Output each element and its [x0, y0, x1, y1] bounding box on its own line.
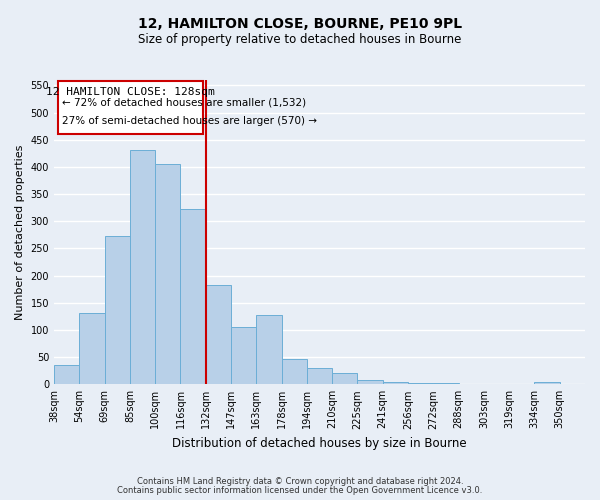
Bar [535, 382, 560, 384]
Y-axis label: Number of detached properties: Number of detached properties [15, 144, 25, 320]
Bar [332, 374, 358, 384]
Bar [256, 315, 281, 384]
Text: 27% of semi-detached houses are larger (570) →: 27% of semi-detached houses are larger (… [62, 116, 317, 126]
Text: Contains HM Land Registry data © Crown copyright and database right 2024.: Contains HM Land Registry data © Crown c… [137, 477, 463, 486]
Bar [206, 285, 231, 384]
Text: ← 72% of detached houses are smaller (1,532): ← 72% of detached houses are smaller (1,… [62, 98, 306, 108]
Bar [383, 382, 408, 384]
Bar [408, 382, 433, 384]
Text: 12 HAMILTON CLOSE: 128sqm: 12 HAMILTON CLOSE: 128sqm [46, 86, 215, 97]
Bar [181, 209, 206, 384]
Text: Contains public sector information licensed under the Open Government Licence v3: Contains public sector information licen… [118, 486, 482, 495]
Bar [54, 366, 79, 384]
Bar [104, 236, 130, 384]
Text: 12, HAMILTON CLOSE, BOURNE, PE10 9PL: 12, HAMILTON CLOSE, BOURNE, PE10 9PL [138, 18, 462, 32]
Bar [433, 383, 458, 384]
Text: Size of property relative to detached houses in Bourne: Size of property relative to detached ho… [139, 32, 461, 46]
Bar [231, 327, 256, 384]
Bar [358, 380, 383, 384]
Bar [307, 368, 332, 384]
Bar [155, 164, 181, 384]
Bar [281, 359, 307, 384]
Bar [79, 312, 104, 384]
X-axis label: Distribution of detached houses by size in Bourne: Distribution of detached houses by size … [172, 437, 467, 450]
Bar [58, 81, 203, 134]
Bar [130, 150, 155, 384]
